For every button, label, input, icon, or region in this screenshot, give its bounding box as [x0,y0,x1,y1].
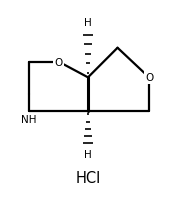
Text: NH: NH [21,114,37,124]
Text: HCl: HCl [75,171,101,186]
Text: H: H [84,150,92,160]
Text: O: O [54,57,63,67]
Text: H: H [84,18,92,28]
Text: O: O [145,73,153,83]
